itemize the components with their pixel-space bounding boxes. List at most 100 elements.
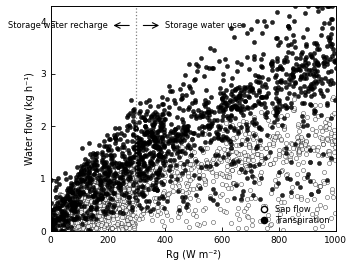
Sap flow — [69, 210, 75, 215]
Sap flow — [313, 211, 319, 215]
Sap flow — [235, 152, 241, 156]
Sap flow — [295, 124, 301, 128]
Transpiration — [157, 167, 162, 172]
Sap flow — [119, 193, 125, 197]
Transpiration — [183, 168, 188, 173]
Transpiration — [253, 93, 259, 97]
Transpiration — [148, 163, 153, 167]
Sap flow — [317, 184, 323, 188]
Sap flow — [104, 177, 109, 181]
Sap flow — [69, 210, 75, 214]
Transpiration — [53, 185, 59, 189]
Transpiration — [103, 191, 109, 195]
Sap flow — [157, 211, 163, 215]
Sap flow — [102, 183, 108, 187]
Sap flow — [55, 219, 61, 223]
Transpiration — [120, 142, 126, 146]
Sap flow — [77, 221, 82, 226]
Sap flow — [125, 185, 130, 189]
Sap flow — [132, 164, 138, 168]
Sap flow — [183, 135, 189, 139]
Sap flow — [190, 212, 195, 216]
Sap flow — [75, 184, 80, 189]
Transpiration — [154, 115, 160, 119]
Transpiration — [77, 192, 83, 196]
Transpiration — [50, 229, 56, 233]
Transpiration — [308, 179, 313, 183]
Sap flow — [304, 115, 310, 119]
Transpiration — [187, 86, 193, 90]
Sap flow — [122, 197, 128, 202]
Sap flow — [77, 223, 83, 227]
Transpiration — [222, 136, 227, 140]
Transpiration — [139, 144, 145, 148]
Sap flow — [69, 216, 74, 221]
Transpiration — [297, 185, 303, 189]
Transpiration — [285, 95, 290, 100]
Sap flow — [64, 215, 69, 219]
Transpiration — [71, 210, 77, 214]
Sap flow — [321, 178, 326, 183]
Transpiration — [66, 194, 72, 199]
Sap flow — [96, 224, 101, 228]
Sap flow — [300, 111, 306, 115]
Sap flow — [127, 180, 132, 184]
Sap flow — [102, 191, 108, 195]
Transpiration — [101, 165, 106, 169]
Transpiration — [150, 112, 156, 116]
Sap flow — [57, 226, 63, 230]
Sap flow — [89, 188, 94, 192]
Sap flow — [90, 194, 96, 198]
Sap flow — [139, 162, 145, 166]
Sap flow — [117, 197, 123, 201]
Transpiration — [121, 154, 127, 158]
Transpiration — [78, 184, 84, 189]
Transpiration — [256, 162, 262, 167]
Transpiration — [179, 149, 184, 153]
Sap flow — [138, 172, 144, 176]
Transpiration — [89, 207, 94, 211]
Sap flow — [113, 194, 118, 198]
Sap flow — [60, 213, 65, 217]
Transpiration — [168, 121, 173, 126]
Sap flow — [63, 203, 68, 208]
Sap flow — [97, 207, 103, 211]
Sap flow — [240, 119, 245, 124]
Transpiration — [217, 86, 222, 90]
Transpiration — [236, 101, 241, 105]
Sap flow — [100, 203, 106, 207]
Sap flow — [64, 223, 70, 227]
Sap flow — [64, 215, 69, 219]
Transpiration — [64, 202, 69, 206]
Sap flow — [160, 219, 165, 223]
Transpiration — [157, 166, 162, 171]
Transpiration — [141, 140, 147, 144]
Sap flow — [264, 226, 270, 230]
Sap flow — [58, 219, 64, 224]
Sap flow — [185, 184, 190, 189]
Transpiration — [141, 173, 147, 177]
Sap flow — [302, 141, 308, 146]
Sap flow — [127, 181, 133, 185]
Transpiration — [69, 190, 75, 194]
Transpiration — [103, 153, 108, 157]
Sap flow — [106, 193, 111, 197]
Transpiration — [157, 120, 163, 124]
Sap flow — [178, 153, 183, 157]
Sap flow — [92, 205, 97, 209]
Transpiration — [207, 140, 213, 144]
Transpiration — [220, 107, 226, 112]
Sap flow — [292, 106, 297, 110]
Transpiration — [50, 229, 55, 233]
Transpiration — [166, 168, 171, 173]
Sap flow — [105, 184, 110, 188]
Sap flow — [56, 229, 62, 233]
Transpiration — [134, 142, 140, 146]
Sap flow — [211, 161, 216, 165]
Transpiration — [180, 132, 186, 136]
Transpiration — [138, 157, 144, 161]
Transpiration — [132, 190, 138, 194]
Sap flow — [94, 184, 99, 189]
Sap flow — [86, 209, 92, 213]
Sap flow — [77, 221, 83, 225]
